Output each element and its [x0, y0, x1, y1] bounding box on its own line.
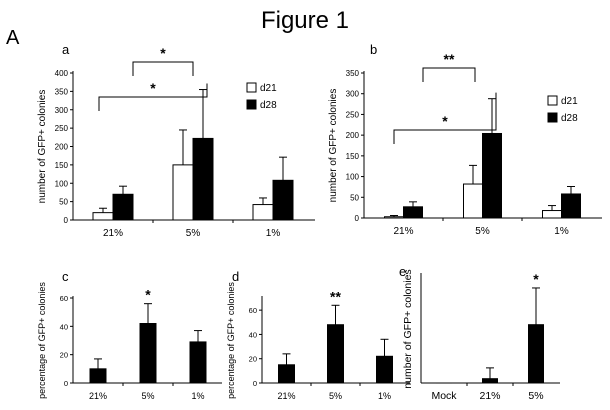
bar-b-d28-2: [561, 193, 581, 219]
x-tick-label-c-2: 1%: [191, 391, 204, 401]
bar-a-d21-2: [252, 204, 274, 221]
y-tick-label-b-7: 350: [346, 69, 360, 78]
y-tick-label-c-3: 60: [60, 294, 68, 303]
legend-swatch-a-d21: [246, 82, 257, 93]
legend-swatch-a-d28: [246, 99, 257, 110]
y-tick-label-b-1: 50: [350, 193, 359, 202]
y-axis-title-c: percentage of GFP+ colonies: [37, 282, 47, 399]
significance-label-a-0: *: [150, 80, 156, 96]
x-tick-label-d-0: 21%: [277, 391, 295, 401]
bar-e-value-2: [528, 324, 544, 384]
y-tick-label-a-1: 50: [59, 198, 68, 207]
panel-label-e: e: [399, 264, 406, 279]
bar-c-value-1: [139, 323, 157, 384]
y-tick-label-b-6: 300: [346, 90, 360, 99]
bar-b-d21-1: [463, 183, 483, 219]
y-tick-label-c-2: 40: [60, 322, 68, 331]
bar-b-d28-0: [403, 206, 423, 219]
bar-e-value-1: [482, 378, 498, 384]
y-tick-label-d-0: 0: [253, 379, 257, 388]
significance-label-b-0: *: [442, 113, 448, 129]
y-tick-label-c-0: 0: [64, 379, 68, 388]
bar-c-value-2: [189, 341, 207, 384]
figure-title: Figure 1: [261, 7, 349, 34]
y-axis-title-b: number of GFP+ colonies: [328, 89, 339, 203]
significance-bracket-a-0: [98, 83, 208, 111]
legend-label-b-d21: d21: [561, 96, 578, 107]
x-tick-label-c-0: 21%: [89, 391, 107, 401]
x-tick-label-c-1: 5%: [141, 391, 154, 401]
bar-b-d21-0: [384, 216, 404, 219]
bar-b-d21-2: [542, 210, 562, 219]
legend-label-a-d28: d28: [260, 100, 277, 111]
significance-label-d-0: **: [330, 288, 341, 304]
panel-label-d: d: [232, 269, 239, 284]
legend-label-a-d21: d21: [260, 83, 277, 94]
y-tick-label-a-4: 200: [55, 143, 69, 152]
y-tick-label-a-8: 400: [55, 69, 69, 78]
y-tick-label-b-4: 200: [346, 131, 360, 140]
panel-label-c: c: [62, 269, 69, 284]
y-tick-label-a-0: 0: [64, 216, 69, 225]
bar-d-value-0: [278, 364, 295, 384]
x-tick-label-e-0: Mock: [431, 390, 457, 402]
y-tick-label-b-2: 100: [346, 173, 360, 182]
y-tick-label-b-5: 250: [346, 110, 360, 119]
significance-label-c-0: *: [145, 287, 151, 303]
y-tick-label-a-2: 100: [55, 179, 69, 188]
significance-label-a-1: *: [160, 45, 166, 61]
x-tick-label-e-2: 5%: [528, 390, 543, 402]
y-axis-title-a: number of GFP+ colonies: [37, 90, 48, 204]
x-tick-label-d-1: 5%: [329, 391, 342, 401]
y-tick-label-b-0: 0: [355, 214, 360, 223]
bar-d-value-1: [327, 324, 344, 384]
significance-bracket-b-1: [422, 67, 476, 82]
y-tick-label-d-3: 60: [249, 306, 257, 315]
x-tick-label-d-2: 1%: [378, 391, 391, 401]
bar-a-d21-0: [92, 212, 114, 221]
section-label: A: [6, 27, 20, 49]
x-tick-label-b-1: 5%: [475, 226, 490, 237]
x-tick-label-b-2: 1%: [554, 226, 569, 237]
x-tick-label-a-2: 1%: [266, 228, 281, 239]
panel-label-b: b: [370, 42, 377, 57]
x-tick-label-a-0: 21%: [103, 228, 123, 239]
legend-swatch-b-d21: [547, 95, 558, 106]
bar-a-d21-1: [172, 164, 194, 221]
bar-a-d28-2: [272, 179, 294, 221]
bar-c-value-0: [89, 368, 107, 384]
y-tick-label-a-3: 150: [55, 161, 69, 170]
bar-d-value-2: [376, 355, 393, 384]
significance-label-e-0: *: [533, 271, 539, 287]
panel-label-a: a: [62, 42, 70, 57]
bar-b-d28-1: [482, 132, 502, 219]
legend-swatch-b-d28: [547, 112, 558, 123]
significance-bracket-b-0: [393, 92, 497, 144]
y-tick-label-d-2: 40: [249, 330, 257, 339]
y-tick-label-c-1: 20: [60, 351, 68, 360]
y-axis-title-d: percentage of GFP+ colonies: [226, 282, 236, 399]
y-tick-label-d-1: 20: [249, 355, 257, 364]
significance-bracket-a-1: [132, 61, 194, 76]
y-tick-label-a-7: 350: [55, 87, 69, 96]
y-tick-label-a-6: 300: [55, 106, 69, 115]
y-tick-label-a-5: 250: [55, 124, 69, 133]
bar-a-d28-0: [112, 193, 134, 221]
x-tick-label-e-1: 21%: [479, 390, 500, 402]
x-tick-label-b-0: 21%: [393, 226, 413, 237]
legend-label-b-d28: d28: [561, 113, 578, 124]
significance-label-b-1: **: [444, 51, 455, 67]
y-axis-title-e: number of GFP+ colonies: [402, 269, 414, 388]
bar-a-d28-1: [192, 137, 214, 221]
x-tick-label-a-1: 5%: [186, 228, 201, 239]
y-tick-label-b-3: 150: [346, 152, 360, 161]
